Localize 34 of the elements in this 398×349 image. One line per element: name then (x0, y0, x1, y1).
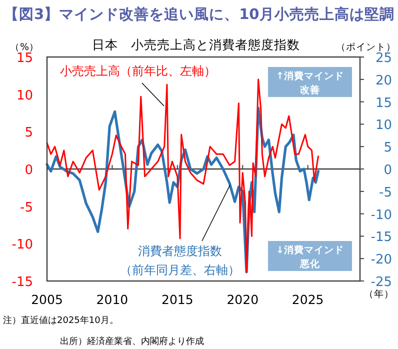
series-label: 消費者態度指数（前年同月差、右軸） (120, 244, 240, 277)
x-tick-label: 2015 (162, 292, 194, 307)
y-tick-label: -15 (12, 275, 33, 290)
text: 小売売上高（前年比、左軸） (60, 64, 216, 78)
y2-tick-label: -10 (370, 208, 392, 223)
text: 注）直近値は2025年10月。 (3, 315, 118, 326)
y2-tick-label: 25 (375, 51, 392, 66)
y-tick-label: 10 (16, 88, 33, 104)
y2-tick-label: 0 (384, 163, 392, 178)
text: 出所）経済産業省、内閣府より作成 (60, 336, 204, 347)
annotation: ↓消費マインド悪化 (276, 244, 344, 270)
y2-tick-label: 5 (384, 140, 392, 156)
y2-tick-label: -20 (370, 252, 392, 268)
y2-tick-label: 15 (375, 96, 392, 111)
y-tick-label: 0 (24, 163, 33, 178)
y-tick-label: -10 (12, 238, 33, 253)
chart-subtitle: 日本 小売売上高と消費者態度指数 (92, 37, 300, 52)
x-tick-label: 2025 (292, 292, 324, 307)
chart-title: 【図3】マインド改善を追い風に、10月小売売上高は堅調 (4, 5, 394, 23)
y-tick-label: 5 (24, 126, 33, 141)
y2-axis-title: （ポイント） (336, 42, 396, 53)
annotation: ↑消費マインド改善 (276, 70, 344, 96)
y2-tick-label: 10 (375, 118, 392, 134)
y-tick-label: -5 (20, 200, 33, 216)
y2-tick-label: 20 (375, 73, 392, 88)
y-tick-label: 15 (16, 51, 33, 66)
x-tick-label: 2010 (96, 292, 128, 307)
x-axis-title: （年） (364, 288, 394, 300)
y-axis-title: （%） (10, 42, 40, 53)
y2-tick-label: -15 (370, 230, 392, 246)
x-tick-label: 2020 (226, 292, 259, 307)
x-tick-label: 2005 (31, 292, 63, 307)
y2-tick-label: -25 (370, 275, 392, 290)
y2-tick-label: -5 (379, 185, 392, 200)
